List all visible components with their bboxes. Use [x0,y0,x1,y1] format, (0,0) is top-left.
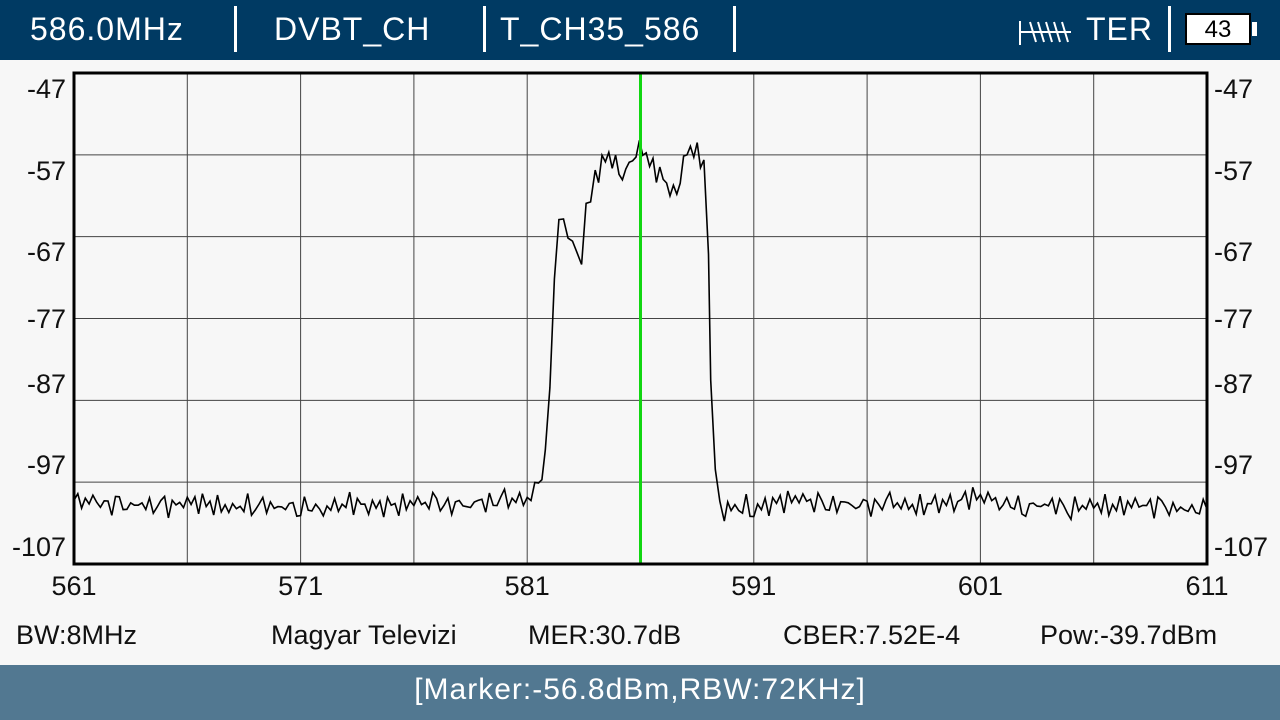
mer-readout: MER:30.7dB [528,620,682,650]
y-tick-label-right: -107 [1214,532,1268,562]
grid [74,73,1207,564]
plot-frame [72,71,1209,566]
bandwidth-readout: BW:8MHz [16,620,138,650]
mode-label: DVBT_CH [274,11,431,47]
marker-status-bar: [Marker:-56.8dBm,RBW:72KHz] [0,665,1280,720]
header-separator [733,6,736,52]
y-tick-label-right: -77 [1214,304,1253,334]
y-tick-label-left: -67 [27,237,66,267]
y-tick-label-right: -47 [1214,74,1253,104]
header-separator [483,6,486,52]
header-separator [234,6,237,52]
y-tick-label-left: -47 [27,74,66,104]
x-tick-label: 601 [958,571,1003,601]
y-tick-label-right: -57 [1214,156,1253,186]
battery-icon: 43 [1185,13,1251,45]
y-axis-right: -47 -57 -67 -77 -87 -97 -107 [1214,74,1268,562]
x-tick-label: 611 [1185,571,1228,601]
x-tick-label: 581 [505,571,550,601]
x-tick-label: 561 [51,571,96,601]
band-label: TER [1086,11,1153,47]
status-header: 586.0MHz DVBT_CH T_CH35_586 TER 43 [0,0,1280,60]
battery-tip [1252,22,1257,36]
service-name: Magyar Televizi [271,620,457,650]
x-tick-label: 591 [731,571,776,601]
x-tick-label: 571 [278,571,323,601]
antenna-icon [1019,21,1071,45]
y-tick-label-left: -57 [27,156,66,186]
y-tick-label-right: -67 [1214,237,1253,267]
frequency-readout: 586.0MHz [30,11,184,47]
x-axis: 561 571 581 591 601 611 [51,571,1228,601]
power-readout: Pow:-39.7dBm [1040,620,1218,650]
spectrum-trace [73,140,1208,522]
y-tick-label-left: -87 [27,369,66,399]
header-separator [1168,6,1171,52]
y-tick-label-left: -107 [12,532,66,562]
spectrum-chart: -47 -57 -67 -77 -87 -97 -107 -47 -57 -67 -77 -87 -9… [12,71,1268,601]
channel-label: T_CH35_586 [500,11,701,47]
y-axis-left: -47 -57 -67 -77 -87 -97 -107 [12,74,66,562]
y-tick-label-right: -87 [1214,369,1253,399]
y-tick-label-left: -97 [27,450,66,480]
y-tick-label-right: -97 [1214,450,1253,480]
cber-readout: CBER:7.52E-4 [783,620,961,650]
marker-readout: [Marker:-56.8dBm,RBW:72KHz] [414,673,866,706]
y-tick-label-left: -77 [27,304,66,334]
